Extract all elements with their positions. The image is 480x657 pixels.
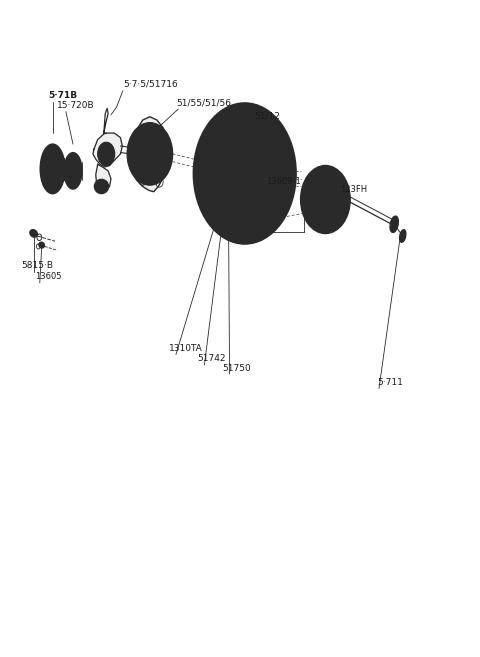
Circle shape xyxy=(219,137,271,210)
Text: 5·7·5/51716: 5·7·5/51716 xyxy=(124,79,179,89)
Circle shape xyxy=(321,194,330,206)
Ellipse shape xyxy=(227,217,235,225)
Text: 1310TA: 1310TA xyxy=(169,344,203,353)
Circle shape xyxy=(340,206,343,211)
Circle shape xyxy=(227,148,263,198)
Polygon shape xyxy=(130,117,169,192)
Text: 51742: 51742 xyxy=(197,354,226,363)
Text: 5815·B: 5815·B xyxy=(22,261,54,270)
Ellipse shape xyxy=(214,206,223,216)
Text: 5·711: 5·711 xyxy=(378,378,404,387)
Ellipse shape xyxy=(30,230,37,237)
Circle shape xyxy=(137,136,163,172)
Text: 15·720B: 15·720B xyxy=(57,101,95,110)
Text: 51/12: 51/12 xyxy=(254,111,280,120)
Circle shape xyxy=(301,166,350,233)
Circle shape xyxy=(308,176,343,223)
Polygon shape xyxy=(96,164,111,192)
Text: 51/55/51/56: 51/55/51/56 xyxy=(176,98,231,107)
Text: 123FH: 123FH xyxy=(340,185,367,194)
Circle shape xyxy=(127,123,173,185)
Ellipse shape xyxy=(400,230,406,242)
Circle shape xyxy=(97,142,115,166)
Text: 13605: 13605 xyxy=(35,272,61,281)
Ellipse shape xyxy=(64,152,82,189)
Ellipse shape xyxy=(39,242,45,248)
Ellipse shape xyxy=(40,144,65,194)
Text: 5·71B: 5·71B xyxy=(48,91,77,100)
Polygon shape xyxy=(93,133,122,167)
Circle shape xyxy=(193,103,296,244)
Ellipse shape xyxy=(95,179,108,194)
Text: 13609-1: 13609-1 xyxy=(266,177,301,187)
Ellipse shape xyxy=(390,216,398,233)
Text: 51750: 51750 xyxy=(222,364,251,373)
